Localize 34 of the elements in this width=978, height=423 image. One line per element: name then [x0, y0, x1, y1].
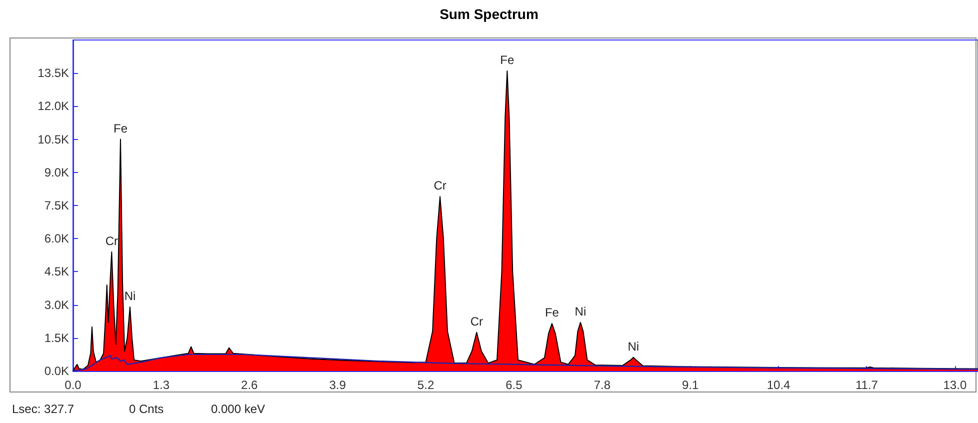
x-tick-label: 3.9	[329, 378, 346, 392]
y-tick-label: 0.0K	[44, 364, 69, 378]
y-tick-label: 12.0K	[38, 99, 69, 114]
x-tick-label: 11.7	[856, 378, 878, 392]
annotation: Cr	[434, 178, 446, 193]
y-tick-label: 7.5K	[44, 198, 69, 212]
x-tick-label: 13.0	[943, 378, 967, 392]
text: Lsec: 327.7	[12, 402, 74, 416]
annotation: Fe	[113, 121, 128, 136]
text: 0 Cnts	[129, 402, 164, 416]
x-tick-label: 6.5	[506, 378, 523, 392]
y-tick-label: 4.5K	[44, 264, 69, 279]
y-tick-label: 3.0K	[44, 298, 69, 312]
annotation: Fe	[544, 306, 560, 320]
annotation: Ni	[628, 339, 640, 354]
x-tick-label: 0.0	[64, 378, 82, 392]
text: 0.000 keV	[211, 402, 266, 416]
x-tick-label: 1.3	[152, 378, 170, 392]
x-tick-label: 9.1	[682, 378, 700, 392]
x-tick-label: 10.4	[766, 378, 791, 392]
annotation: Fe	[500, 52, 515, 67]
x-tick-label: 7.8	[594, 378, 611, 392]
annotation: Ni	[574, 304, 586, 318]
chart-title: Sum Spectrum	[440, 6, 538, 22]
annotation: Cr	[470, 314, 483, 328]
y-tick-label: 6.0K	[44, 232, 69, 246]
annotation: Ni	[124, 289, 136, 304]
x-tick-label: 5.2	[417, 378, 434, 392]
y-tick-label: 1.5K	[44, 330, 69, 345]
y-tick-label: 10.5K	[38, 132, 69, 146]
y-tick-label: 13.5K	[38, 66, 69, 80]
y-tick-label: 9.0K	[44, 165, 69, 180]
annotation: Cr	[105, 234, 118, 248]
x-tick-label: 2.6	[241, 378, 258, 392]
